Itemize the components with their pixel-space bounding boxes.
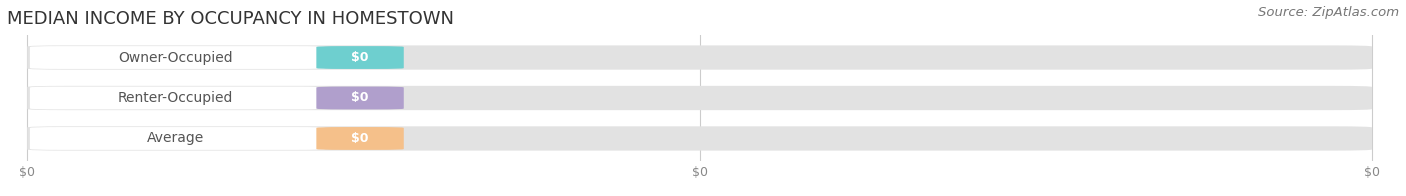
Text: Renter-Occupied: Renter-Occupied: [118, 91, 233, 105]
Text: $0: $0: [352, 51, 368, 64]
FancyBboxPatch shape: [316, 87, 404, 109]
Text: Average: Average: [146, 132, 204, 145]
FancyBboxPatch shape: [30, 46, 326, 69]
FancyBboxPatch shape: [27, 45, 1372, 70]
Text: $0: $0: [352, 92, 368, 104]
FancyBboxPatch shape: [30, 127, 326, 150]
FancyBboxPatch shape: [30, 87, 326, 109]
Text: Source: ZipAtlas.com: Source: ZipAtlas.com: [1258, 6, 1399, 19]
Text: Owner-Occupied: Owner-Occupied: [118, 51, 232, 64]
Text: $0: $0: [352, 132, 368, 145]
FancyBboxPatch shape: [27, 86, 1372, 110]
FancyBboxPatch shape: [316, 127, 404, 150]
Text: MEDIAN INCOME BY OCCUPANCY IN HOMESTOWN: MEDIAN INCOME BY OCCUPANCY IN HOMESTOWN: [7, 10, 454, 28]
FancyBboxPatch shape: [27, 126, 1372, 151]
FancyBboxPatch shape: [316, 46, 404, 69]
